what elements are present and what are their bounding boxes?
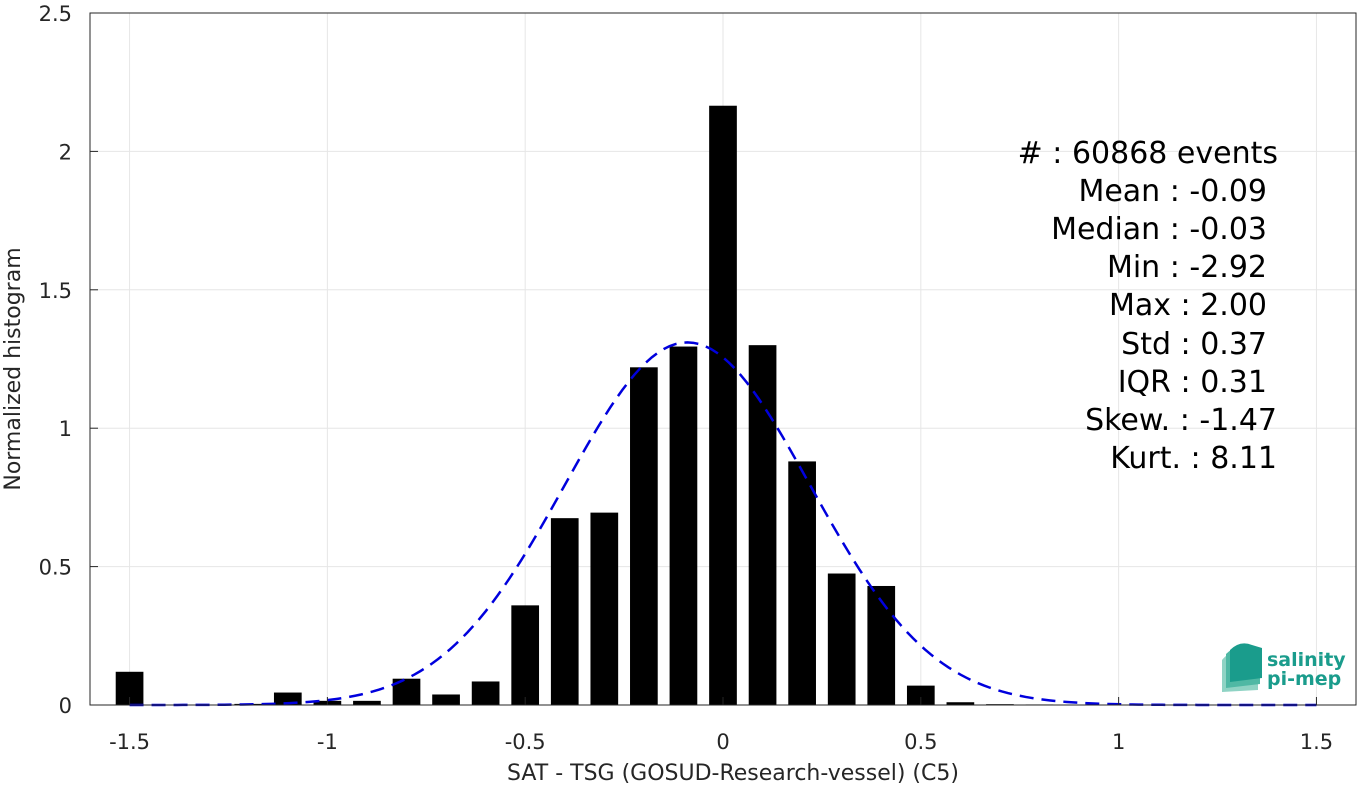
logo-text-salinity: salinity xyxy=(1267,649,1346,671)
x-tick-label: 1.5 xyxy=(1300,730,1333,754)
x-tick-label: 0 xyxy=(716,730,729,754)
y-axis-ticks: 0 0.5 1 1.5 2 2.5 xyxy=(39,2,98,718)
histogram-bar xyxy=(946,702,975,705)
stat-min: Min : -2.92 xyxy=(1107,250,1267,285)
logo-wave-icon xyxy=(1222,643,1262,692)
stat-std: Std : 0.37 xyxy=(1121,327,1267,362)
stat-skew: Skew. : -1.47 xyxy=(1085,403,1277,438)
histogram-bar xyxy=(748,345,777,705)
y-tick-label: 1.5 xyxy=(39,279,72,303)
y-tick-label: 0.5 xyxy=(39,556,72,580)
y-tick-label: 1 xyxy=(59,417,72,441)
statistics-annotation: # : 60868 events Mean : -0.09 Median : -… xyxy=(1018,136,1278,476)
histogram-bar xyxy=(827,573,856,705)
histogram-bar xyxy=(788,461,816,705)
histogram-bar xyxy=(432,694,460,705)
histogram-bar xyxy=(353,700,381,705)
bars xyxy=(115,105,1133,706)
x-tick-label: 0.5 xyxy=(904,730,937,754)
x-tick-label: -1.5 xyxy=(109,730,150,754)
histogram-bar xyxy=(906,685,935,705)
x-tick-label: -0.5 xyxy=(505,730,546,754)
histogram-bar xyxy=(630,367,658,705)
x-axis-label: SAT - TSG (GOSUD-Research-vessel) (C5) xyxy=(507,761,959,785)
logo-text-pi-mep: pi-mep xyxy=(1267,668,1341,690)
histogram-bar xyxy=(709,105,737,705)
histogram-bar xyxy=(511,605,540,705)
salinity-pi-mep-logo: salinity pi-mep xyxy=(1222,643,1346,692)
stat-kurt: Kurt. : 8.11 xyxy=(1110,441,1277,476)
histogram-bar xyxy=(550,518,579,705)
y-axis-label: Normalized histogram xyxy=(1,247,26,490)
histogram-bar xyxy=(471,681,500,705)
y-tick-label: 2.5 xyxy=(39,2,72,26)
histogram-bar xyxy=(867,585,896,705)
histogram-bar xyxy=(669,346,698,705)
stat-events: # : 60868 events xyxy=(1018,136,1278,171)
y-tick-label: 0 xyxy=(59,694,72,718)
stat-iqr: IQR : 0.31 xyxy=(1118,365,1267,400)
stat-mean: Mean : -0.09 xyxy=(1078,174,1267,209)
y-tick-label: 2 xyxy=(59,140,72,164)
histogram-bar xyxy=(590,512,619,705)
stat-max: Max : 2.00 xyxy=(1109,288,1267,323)
x-tick-label: -1 xyxy=(317,730,338,754)
stat-median: Median : -0.03 xyxy=(1051,212,1267,247)
x-tick-label: 1 xyxy=(1112,730,1125,754)
x-axis-ticks: -1.5 -1 -0.5 0 0.5 1 1.5 xyxy=(109,697,1333,754)
